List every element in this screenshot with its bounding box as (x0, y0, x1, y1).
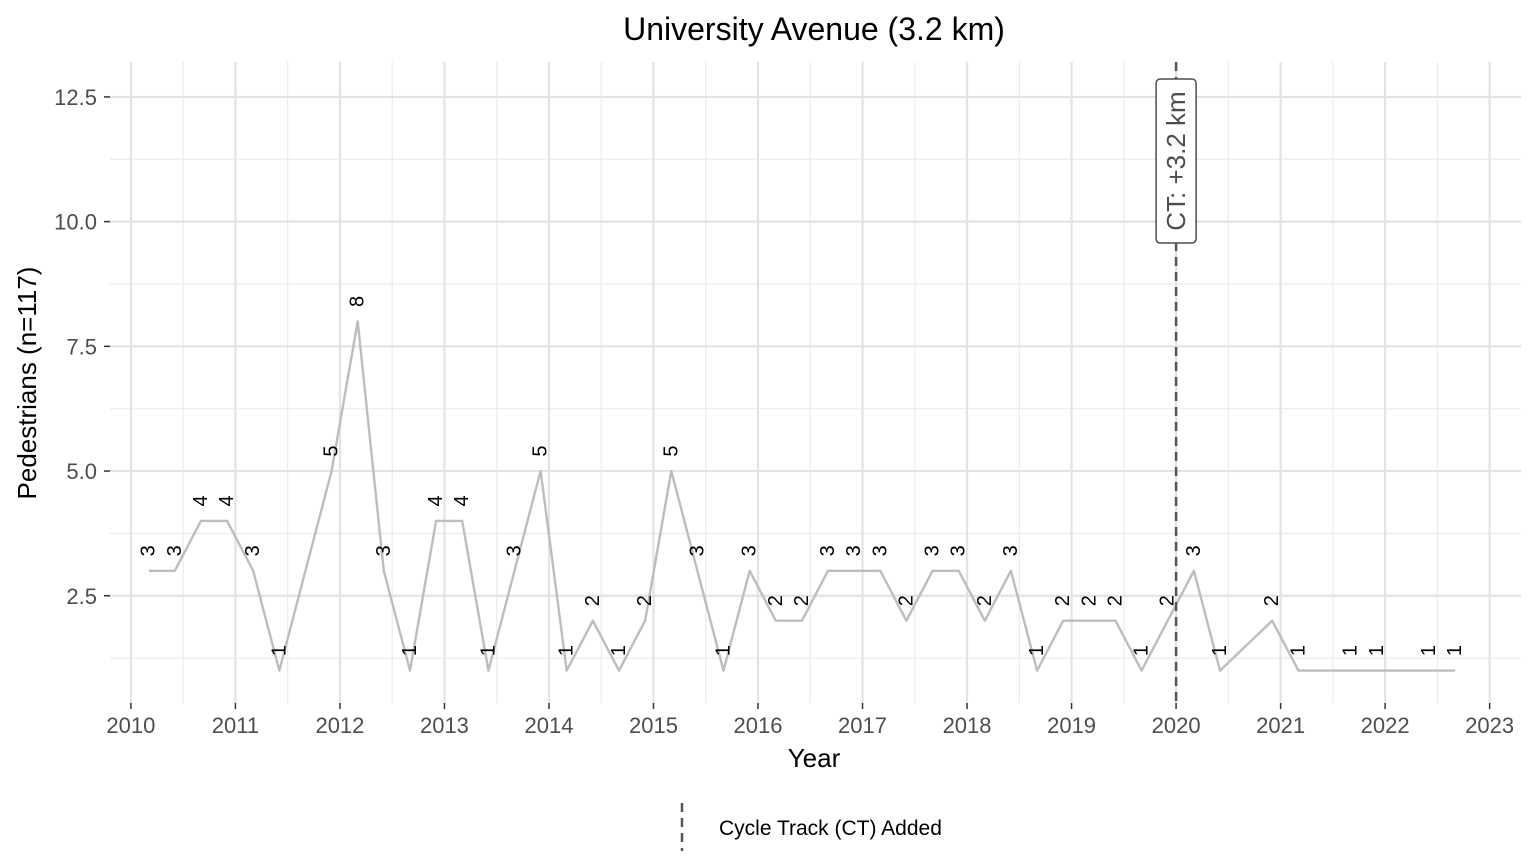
y-tick-label: 10.0 (54, 210, 97, 235)
data-label: 4 (425, 495, 447, 506)
x-tick-label: 2014 (525, 713, 574, 738)
y-tick-label: 5.0 (66, 459, 97, 484)
data-label: 5 (660, 445, 682, 456)
data-label: 2 (1078, 595, 1100, 606)
data-label: 2 (791, 595, 813, 606)
data-label: 1 (1209, 645, 1231, 656)
x-tick-labels: 2010 2011 2012 2013 2014 2015 2016 2017 2018 2019… (106, 713, 1514, 738)
data-label: 1 (608, 645, 630, 656)
series-line (148, 320, 1456, 672)
data-label: 4 (190, 495, 212, 506)
cycle-track-annotation: CT: +3.2 km (1155, 78, 1197, 244)
data-label: 1 (477, 645, 499, 656)
data-label: 3 (686, 545, 708, 556)
x-tick-label: 2016 (734, 713, 783, 738)
data-label: 2 (1157, 595, 1179, 606)
x-tick-label: 2015 (629, 713, 678, 738)
data-label: 1 (1366, 645, 1388, 656)
data-label: 3 (138, 545, 160, 556)
y-tick-labels: 2.5 5.0 7.5 10.0 12.5 (54, 85, 97, 609)
data-label: 1 (1444, 645, 1466, 656)
data-label: 8 (347, 296, 369, 307)
x-tick-label: 2023 (1465, 713, 1514, 738)
x-tick-label: 2018 (943, 713, 992, 738)
legend: Cycle Track (CT) Added (680, 803, 942, 851)
data-label: 1 (1026, 645, 1048, 656)
x-tick-label: 2022 (1361, 713, 1410, 738)
x-tick-label: 2019 (1047, 713, 1096, 738)
x-tick-label: 2011 (212, 713, 259, 738)
data-label: 3 (817, 545, 839, 556)
data-label: 1 (1287, 645, 1309, 656)
grid-minor (110, 62, 1521, 703)
data-label: 2 (634, 595, 656, 606)
series (148, 320, 1456, 672)
data-label: 3 (869, 545, 891, 556)
data-label: 1 (1418, 645, 1440, 656)
x-tick-label: 2012 (315, 713, 364, 738)
y-tick-label: 12.5 (54, 85, 97, 110)
data-label: 3 (739, 545, 761, 556)
data-label: 2 (895, 595, 917, 606)
data-label: 4 (451, 495, 473, 506)
chart-title: University Avenue (3.2 km) (623, 11, 1005, 47)
x-tick-label: 2010 (106, 713, 155, 738)
grid-major (104, 62, 1521, 709)
data-label: 2 (974, 595, 996, 606)
annotation-box (1155, 78, 1197, 244)
x-axis-title: Year (788, 743, 841, 773)
y-tick-label: 7.5 (66, 334, 97, 359)
data-label: 3 (164, 545, 186, 556)
x-tick-label: 2017 (838, 713, 887, 738)
y-tick-label: 2.5 (66, 584, 97, 609)
data-label: 1 (1340, 645, 1362, 656)
data-label: 1 (399, 645, 421, 656)
y-axis-title: Pedestrians (n=117) (12, 267, 42, 500)
data-label: 2 (582, 595, 604, 606)
data-label: 1 (556, 645, 578, 656)
data-label: 3 (242, 545, 264, 556)
legend-label: Cycle Track (CT) Added (719, 817, 942, 840)
data-label: 3 (922, 545, 944, 556)
data-label: 1 (268, 645, 290, 656)
data-label: 2 (765, 595, 787, 606)
data-label: 3 (948, 545, 970, 556)
data-label: 1 (713, 645, 735, 656)
data-label: 3 (1000, 545, 1022, 556)
x-tick-label: 2021 (1256, 713, 1305, 738)
data-label: 5 (321, 445, 343, 456)
data-label: 1 (1131, 645, 1153, 656)
data-label: 3 (373, 545, 395, 556)
data-label: 2 (1105, 595, 1127, 606)
data-label: 3 (843, 545, 865, 556)
annotation-text: CT: +3.2 km (1161, 91, 1191, 230)
x-tick-label: 2020 (1152, 713, 1201, 738)
data-label: 2 (1261, 595, 1283, 606)
data-label: 4 (216, 495, 238, 506)
data-label: 2 (1052, 595, 1074, 606)
data-label: 3 (504, 545, 526, 556)
data-label: 5 (530, 445, 552, 456)
x-tick-label: 2013 (420, 713, 469, 738)
data-label: 3 (1183, 545, 1205, 556)
